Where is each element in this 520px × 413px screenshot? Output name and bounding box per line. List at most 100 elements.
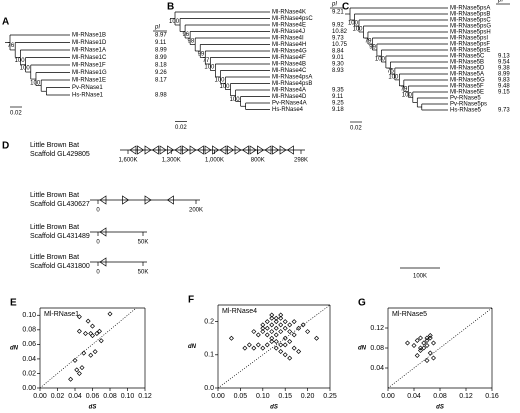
pi-value: 9.73 xyxy=(498,108,510,114)
point xyxy=(421,340,427,346)
bootstrap: 100 xyxy=(388,75,399,81)
x-tick-label: 0.00 xyxy=(33,393,47,400)
point xyxy=(273,332,279,338)
point xyxy=(287,322,293,328)
x-tick-label: 0.06 xyxy=(86,393,100,400)
pi-value: 8.99 xyxy=(155,55,167,61)
x-tick-label: 0.15 xyxy=(278,393,292,400)
point xyxy=(282,319,288,325)
leaf-label: Ml-RNase4H xyxy=(272,42,306,48)
scaffold-name: Scaffold GL430627 xyxy=(30,201,90,208)
panel-letter: A xyxy=(2,17,9,28)
gene-arrow xyxy=(241,145,249,155)
scaffold-name: Little Brown Bat xyxy=(30,254,79,261)
point xyxy=(427,350,433,356)
leaf-label: Ml-RNase5psI xyxy=(450,36,488,42)
leaf-label: Ml-RNase4psA xyxy=(272,75,312,81)
y-tick-label: 0.10 xyxy=(22,312,36,319)
chart-title: Ml-RNase1 xyxy=(44,311,79,318)
scaffold-tick-label: 1,300K xyxy=(162,158,181,164)
pi-value: 8.97 xyxy=(155,33,167,39)
leaf-label: Ml-RNase5D xyxy=(450,66,485,72)
pi-header: pI xyxy=(497,0,503,4)
pi-value: 9.25 xyxy=(332,101,344,107)
point xyxy=(260,329,266,335)
bootstrap: 75 xyxy=(387,69,394,75)
point xyxy=(418,348,423,353)
leaf-label: Ml-RNase5psC xyxy=(450,18,491,24)
point xyxy=(94,330,100,336)
pi-value: 9.13 xyxy=(498,54,510,60)
point xyxy=(405,340,410,346)
leaf-label: Ml-RNase4B xyxy=(272,62,306,68)
point xyxy=(431,355,436,361)
pi-value: 9.83 xyxy=(498,78,510,84)
point xyxy=(269,312,275,318)
scale-label: 0.02 xyxy=(350,126,362,132)
x-tick-label: 0.04 xyxy=(68,393,82,400)
pi-header: pI xyxy=(331,2,337,8)
x-tick-label: 0.10 xyxy=(256,393,270,400)
point xyxy=(246,342,252,348)
x-tick-label: 0.12 xyxy=(138,393,152,400)
point xyxy=(264,325,270,331)
scaffold-name: Scaffold GL431489 xyxy=(30,233,90,240)
x-tick-label: 0.02 xyxy=(51,393,65,400)
point xyxy=(88,352,94,358)
point xyxy=(418,345,423,351)
point xyxy=(287,339,293,345)
point xyxy=(264,342,270,348)
point xyxy=(296,325,302,331)
pi-value: 9.48 xyxy=(498,84,510,90)
point xyxy=(74,367,80,373)
point xyxy=(282,342,288,348)
gene-arrow xyxy=(174,145,182,155)
pi-value: 9.92 xyxy=(332,23,344,29)
point xyxy=(431,340,436,346)
leaf-label: Ml-RNase5psH xyxy=(450,30,491,36)
gene-arrow xyxy=(99,227,107,237)
point xyxy=(287,355,293,361)
point xyxy=(242,345,248,351)
point xyxy=(273,325,279,331)
y-tick-label: 0.12 xyxy=(370,325,384,332)
panel-letter: B xyxy=(167,2,174,13)
gene-arrow xyxy=(189,145,197,155)
point xyxy=(278,329,284,335)
scale-label: 100K xyxy=(413,274,427,280)
scale-label: 0.02 xyxy=(175,125,187,131)
pi-value: 8.93 xyxy=(332,68,344,74)
leaf-label: Ml-RNase4G xyxy=(272,49,307,55)
point xyxy=(421,345,427,351)
point xyxy=(273,319,279,325)
gene-arrow xyxy=(144,195,152,205)
scaffold-name: Little Brown Bat xyxy=(30,192,79,199)
gene-arrow xyxy=(151,145,159,155)
point xyxy=(107,311,113,317)
bootstrap: 100 xyxy=(204,65,215,71)
chart-title: Ml-RNase5 xyxy=(392,311,427,318)
leaf-label: Ml-RNase1B xyxy=(72,33,106,39)
point xyxy=(427,333,433,338)
bootstrap: 100 xyxy=(375,57,386,63)
point xyxy=(88,330,94,336)
leaf-label: Ml-RNase4psC xyxy=(272,16,313,22)
leaf-label: Ml-RNase5psA xyxy=(450,6,490,12)
identity-line xyxy=(39,307,137,389)
pi-value: 8.99 xyxy=(155,48,167,54)
point xyxy=(278,312,284,318)
leaf-label: Ml-RNase1A xyxy=(72,48,106,54)
gene-arrow xyxy=(122,195,130,205)
point xyxy=(269,329,275,335)
point xyxy=(291,319,297,325)
x-tick-label: 0.20 xyxy=(301,393,315,400)
leaf-label: Ml-RNase4I xyxy=(272,36,304,42)
leaf-label: Pv-RNase5 xyxy=(450,96,481,102)
gene-arrow xyxy=(159,145,167,155)
x-tick-label: 0.08 xyxy=(103,393,117,400)
leaf-label: Ml-RNase1C xyxy=(72,55,107,61)
point xyxy=(92,349,98,355)
pi-value: 9.01 xyxy=(332,55,344,61)
point xyxy=(228,335,234,341)
leaf-label: Ml-RNase4E xyxy=(272,23,306,29)
